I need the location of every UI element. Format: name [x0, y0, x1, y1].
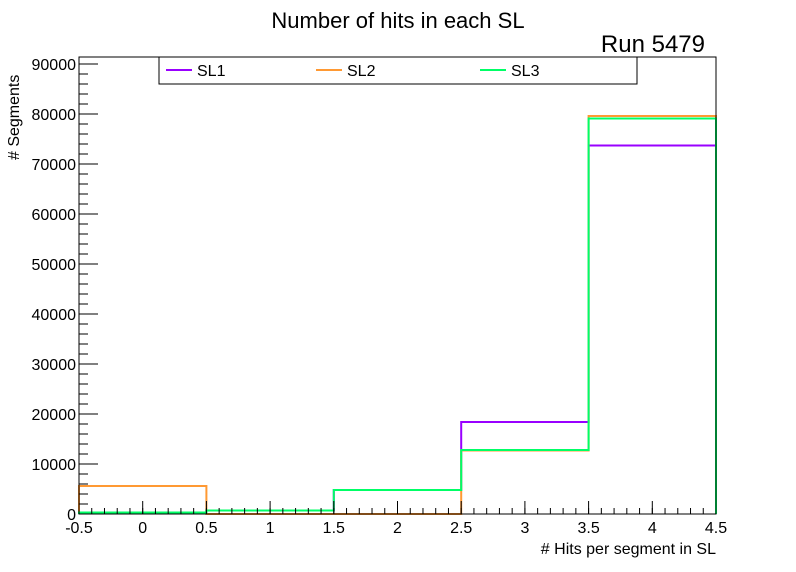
y-tick-label: 80000 — [32, 107, 77, 124]
y-tick-label: 60000 — [32, 207, 77, 224]
legend-label-sl2: SL2 — [347, 63, 376, 80]
legend-label-sl3: SL3 — [511, 63, 540, 80]
x-tick-label: 1 — [266, 520, 275, 537]
legend: SL1 SL2 SL3 — [158, 56, 638, 85]
y-axis-label: # Segments — [6, 75, 23, 160]
x-tick-label: 3 — [520, 520, 529, 537]
histogram-line-sl2 — [78, 115, 717, 515]
y-tick-label: 90000 — [32, 57, 77, 74]
x-tick-label: 1.5 — [323, 520, 345, 537]
x-tick-label: 0 — [138, 520, 147, 537]
x-axis-label: # Hits per segment in SL — [541, 541, 716, 558]
histogram-line-sl3 — [78, 117, 717, 514]
series-sl3 — [78, 117, 717, 514]
y-tick-label: 10000 — [32, 457, 77, 474]
x-tick-label: 0.5 — [195, 520, 217, 537]
legend-box — [158, 56, 638, 85]
x-tick-label: 4 — [648, 520, 657, 537]
x-tick-label: 3.5 — [577, 520, 599, 537]
plot-frame — [78, 56, 717, 515]
x-tick-label: 4.5 — [705, 520, 727, 537]
legend-label-sl1: SL1 — [197, 63, 226, 80]
chart-title: Number of hits in each SL — [271, 8, 524, 33]
y-tick-label: 20000 — [32, 407, 77, 424]
y-tick-label: 40000 — [32, 307, 77, 324]
y-tick-label: 70000 — [32, 157, 77, 174]
y-tick-label: 50000 — [32, 257, 77, 274]
series-sl2 — [78, 115, 717, 515]
series-sl1 — [78, 144, 717, 514]
run-annotation: Run 5479 — [601, 31, 705, 58]
x-tick-label: 2.5 — [450, 520, 472, 537]
x-tick-label: 2 — [393, 520, 402, 537]
x-tick-label: -0.5 — [65, 520, 93, 537]
y-tick-label: 0 — [67, 507, 76, 524]
histogram-line-sl1 — [78, 144, 717, 514]
y-tick-label: 30000 — [32, 357, 77, 374]
